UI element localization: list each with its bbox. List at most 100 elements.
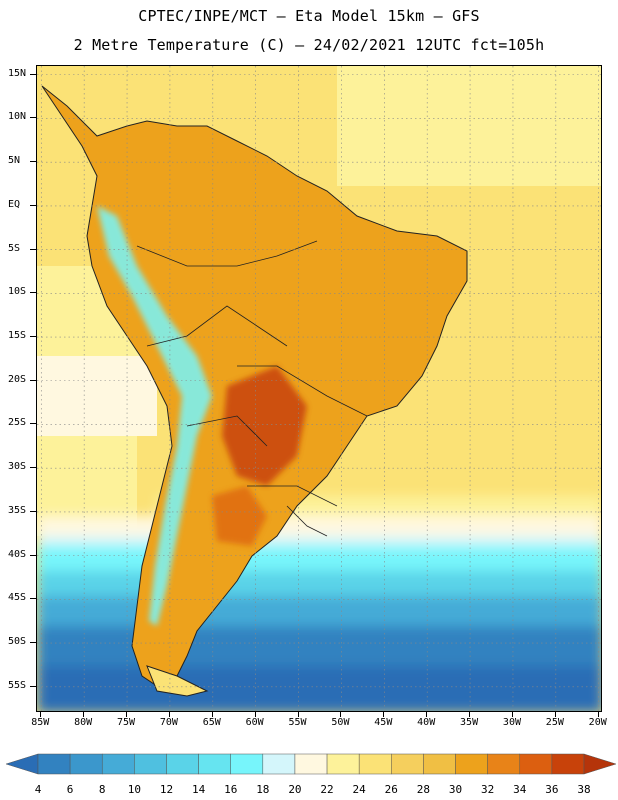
lon-tick: [554, 712, 556, 717]
lon-tick: [168, 712, 170, 717]
lat-tick: [30, 204, 36, 206]
lon-tick: [597, 712, 599, 717]
map-canvas: [37, 66, 601, 711]
colorbar-tick-label: 24: [352, 783, 366, 796]
lon-tick-label: 60W: [245, 717, 264, 728]
lat-tick-label: 55S: [8, 679, 27, 691]
colorbar-swatch: [519, 753, 553, 775]
hot-region: [222, 366, 307, 486]
lon-tick-label: 70W: [159, 717, 178, 728]
lon-tick: [297, 712, 299, 717]
colorbar-tick-label: 14: [191, 783, 206, 796]
colorbar-swatch: [391, 753, 424, 775]
colorbar-swatch: [166, 753, 199, 775]
lat-tick: [30, 467, 36, 469]
colorbar-swatch: [551, 753, 585, 775]
temperature-colorbar: [5, 753, 617, 775]
colorbar-tick-label: 20: [288, 783, 302, 796]
lat-tick: [30, 292, 36, 294]
colorbar-swatch: [455, 753, 488, 775]
lat-tick: [30, 554, 36, 556]
lat-tick: [30, 336, 36, 338]
lat-tick: [30, 598, 36, 600]
pacific-cool-band: [37, 356, 157, 436]
lon-tick-label: 30W: [502, 717, 521, 728]
map-subtitle: 2 Metre Temperature (C) – 24/02/2021 12U…: [73, 36, 545, 54]
lat-tick-label: 30S: [8, 461, 27, 473]
colorbar-tick-label: 16: [224, 783, 238, 796]
lon-tick: [426, 712, 428, 717]
lat-tick-label: 5S: [8, 242, 21, 254]
andes-cool-strip: [97, 206, 212, 626]
lon-tick: [83, 712, 85, 717]
colorbar-swatch: [262, 753, 296, 775]
lon-tick: [469, 712, 471, 717]
colorbar-swatch: [37, 753, 71, 775]
lat-tick: [30, 161, 36, 163]
lon-tick-label: 85W: [31, 717, 50, 728]
lon-tick: [254, 712, 256, 717]
lat-tick-label: 5N: [8, 155, 21, 167]
lon-tick-label: 65W: [202, 717, 221, 728]
colorbar-tick-label: 32: [481, 783, 495, 796]
lon-tick-label: 45W: [374, 717, 393, 728]
lat-tick-label: 15N: [8, 67, 27, 79]
lat-tick-label: 25S: [8, 417, 27, 429]
lon-tick: [211, 712, 213, 717]
colorbar-tick-label: 8: [98, 783, 106, 796]
colorbar-swatch: [358, 753, 392, 775]
map-title: CPTEC/INPE/MCT – Eta Model 15km – GFS: [138, 7, 480, 25]
lat-tick-label: 45S: [8, 592, 27, 604]
lat-tick-label: 20S: [8, 373, 27, 385]
colorbar-tick-label: 4: [34, 783, 42, 796]
colorbar-tick-label: 22: [320, 783, 334, 796]
colorbar-swatch: [101, 753, 135, 775]
colorbar-swatch: [294, 753, 328, 775]
colorbar-low-arrow: [5, 753, 39, 775]
lat-tick-label: 35S: [8, 504, 27, 516]
temperature-map: [36, 65, 602, 712]
lat-tick-label: 10N: [8, 111, 27, 123]
lat-tick: [30, 510, 36, 512]
lat-tick: [30, 423, 36, 425]
lat-tick: [30, 117, 36, 119]
colorbar-tick-label: 26: [384, 783, 398, 796]
lon-tick-label: 20W: [588, 717, 607, 728]
lon-tick-label: 25W: [545, 717, 564, 728]
lat-tick: [30, 73, 36, 75]
colorbar-tick-label: 36: [545, 783, 559, 796]
colorbar-tick-label: 38: [577, 783, 591, 796]
lon-tick-label: 50W: [331, 717, 350, 728]
colorbar-swatch: [69, 753, 103, 775]
colorbar-swatch: [134, 753, 167, 775]
colorbar-tick-label: 34: [513, 783, 527, 796]
colorbar-swatch: [326, 753, 360, 775]
atlantic-north-band: [337, 66, 601, 186]
lat-tick-label: 40S: [8, 548, 27, 560]
lat-tick: [30, 685, 36, 687]
lon-tick: [383, 712, 385, 717]
lat-tick-label: EQ: [8, 198, 21, 210]
lat-tick-label: 15S: [8, 330, 27, 342]
lon-tick-label: 55W: [288, 717, 307, 728]
colorbar-high-arrow: [583, 753, 617, 775]
country-borders: [136, 240, 368, 537]
colorbar-swatch: [198, 753, 231, 775]
colorbar-tick-label: 6: [66, 783, 74, 796]
lat-tick: [30, 379, 36, 381]
lon-tick-label: 40W: [417, 717, 436, 728]
lon-tick: [40, 712, 42, 717]
colorbar-tick-label: 28: [416, 783, 431, 796]
colorbar-tick-label: 30: [448, 783, 463, 796]
colorbar-tick-label: 18: [256, 783, 270, 796]
lon-tick-label: 75W: [117, 717, 136, 728]
lat-tick-label: 10S: [8, 286, 27, 298]
hot-region-south: [212, 486, 267, 546]
colorbar-swatch: [423, 753, 456, 775]
lat-tick: [30, 642, 36, 644]
colorbar-tick-label: 12: [159, 783, 174, 796]
colorbar-tick-label: 10: [127, 783, 141, 796]
lon-tick: [340, 712, 342, 717]
lat-tick: [30, 248, 36, 250]
southern-ocean-bands: [37, 496, 601, 711]
